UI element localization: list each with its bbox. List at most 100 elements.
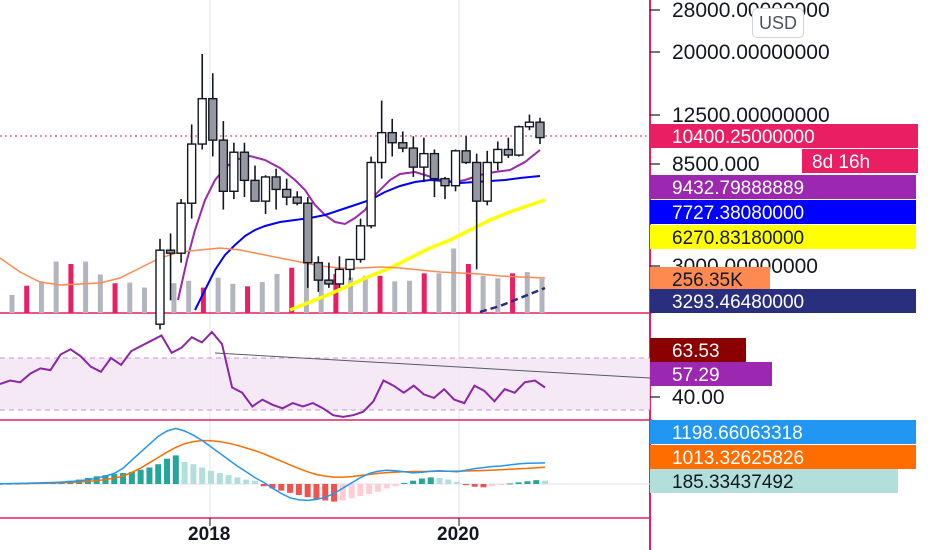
macd-hist-bar	[287, 484, 294, 493]
volume-bar	[112, 283, 118, 313]
macd-hist-bar	[322, 484, 329, 501]
price-tick-28000: 28000.00000000	[672, 0, 830, 22]
candle	[271, 168, 281, 210]
macd-hist-bar	[462, 484, 469, 486]
volume-bar	[259, 282, 265, 313]
candle	[408, 136, 419, 177]
candle	[387, 118, 397, 157]
candles	[155, 53, 545, 330]
candle	[324, 262, 334, 288]
overlay-lines	[0, 149, 546, 314]
candle	[281, 178, 292, 206]
volume-bar	[215, 277, 221, 313]
macd-hist-bar	[506, 483, 513, 485]
volume-bar	[333, 273, 339, 313]
volume-bar	[289, 267, 295, 313]
macd-hist-bar	[146, 467, 153, 484]
volume-bar	[362, 275, 368, 313]
macd-hist-bar	[137, 469, 144, 484]
candle	[524, 114, 535, 131]
time-axis: 2018 2020	[188, 518, 479, 545]
rsi-band	[0, 358, 650, 410]
macd-hist-bar	[260, 484, 267, 487]
macd-hist-bar	[418, 478, 425, 484]
ma-yellow-value: 6270.83180000	[672, 228, 804, 249]
macd-hist-bar	[225, 475, 232, 484]
macd-hist-bar	[216, 473, 223, 484]
macd-hist-bar	[498, 484, 505, 486]
macd-hist-bar	[190, 464, 197, 484]
rsi-current-value: 57.29	[672, 365, 720, 386]
macd-axis: 1198.66063318 1013.32625826 185.33437492	[650, 420, 916, 493]
countdown-value: 8d 16h	[812, 152, 870, 173]
countdown-badge	[802, 149, 918, 173]
macd-histogram	[0, 455, 548, 502]
volume-bar	[97, 274, 103, 313]
macd-hist-bar	[348, 484, 355, 499]
macd-hist-bar	[251, 480, 258, 484]
candle	[186, 124, 197, 219]
volume-bar	[186, 280, 192, 313]
macd-signal-value: 1013.32625826	[672, 448, 804, 469]
last-price-badge	[650, 124, 918, 148]
macd-hist-bar	[427, 477, 434, 484]
pane-separators	[0, 0, 652, 550]
macd-hist-bar	[172, 455, 179, 484]
candle	[535, 117, 545, 145]
rsi-trendline	[214, 352, 651, 379]
volume-bar	[510, 273, 516, 313]
macd-pane	[0, 427, 650, 502]
volume-bar	[539, 278, 545, 313]
volume-bar	[348, 277, 354, 313]
volume-bar	[392, 281, 398, 313]
macd-hist-bar	[471, 484, 478, 487]
candle	[355, 218, 366, 263]
volume-bar	[303, 253, 309, 313]
macd-signal-line	[0, 439, 546, 485]
macd-hist-bar	[374, 484, 381, 492]
macd-hist-bar	[454, 481, 461, 484]
volume-bar	[200, 287, 206, 313]
macd-hist-bar	[278, 484, 285, 491]
candle	[303, 197, 313, 288]
macd-hist-bar	[445, 479, 452, 484]
macd-hist-bar	[515, 482, 522, 484]
volume-bar	[53, 261, 59, 313]
candle	[218, 121, 229, 210]
volume-bar	[9, 295, 15, 313]
candle	[155, 238, 165, 330]
price-tick-12500: 12500.00000000	[672, 104, 830, 127]
macd-hist-bar	[304, 484, 311, 498]
candle	[366, 156, 376, 229]
x-tick-2020: 2020	[437, 524, 479, 545]
macd-signal-badge	[650, 445, 916, 469]
macd-hist-bar	[207, 470, 214, 484]
currency-button[interactable]: USD	[752, 8, 804, 38]
ma-darkblue-line	[479, 286, 546, 314]
price-tick-8500: 8500.000	[672, 153, 760, 176]
ma-darkblue-badge	[650, 289, 916, 313]
macd-hist-bar	[542, 480, 548, 484]
volume-bar	[407, 280, 412, 313]
macd-hist-bar	[533, 480, 540, 484]
candle	[334, 256, 345, 288]
candle	[514, 125, 524, 157]
ma-yellow-badge	[650, 225, 916, 249]
rsi-pane	[0, 330, 651, 418]
macd-hist-bar	[489, 484, 496, 487]
rsi-current-badge	[650, 362, 772, 386]
candle	[239, 142, 250, 198]
volume-bar	[465, 264, 471, 313]
macd-hist-bar	[199, 467, 206, 484]
volume-bar	[318, 267, 324, 313]
macd-hist-bar	[243, 479, 250, 484]
macd-hist-bar	[128, 471, 135, 484]
macd-hist-bar	[366, 484, 373, 494]
macd-hist-bar	[111, 474, 118, 484]
volume-bar	[274, 273, 280, 313]
volume-bar	[142, 287, 147, 313]
macd-hist-badge	[650, 469, 898, 493]
ma-darkblue-value: 3293.46480000	[672, 292, 804, 313]
macd-hist-bar	[383, 484, 390, 489]
